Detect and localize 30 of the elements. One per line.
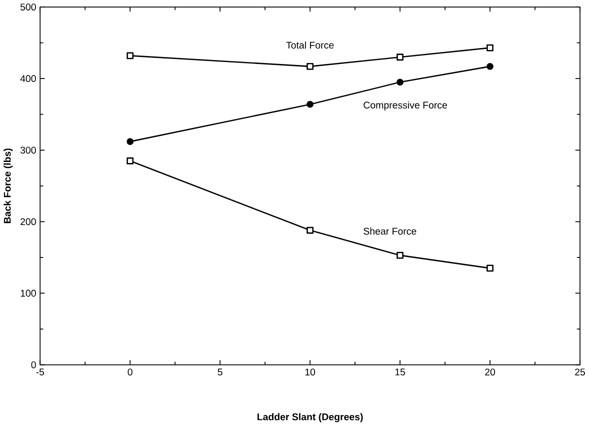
x-tick-label: 5 <box>218 368 222 376</box>
x-tick-label: 10 <box>305 368 316 376</box>
y-axis-title: Back Force (lbs) <box>4 148 13 224</box>
point <box>306 63 314 70</box>
y-tick-label: 0 <box>31 361 36 368</box>
point <box>486 44 494 52</box>
y-tick-label: 500 <box>20 4 36 11</box>
point <box>126 138 134 146</box>
point <box>306 226 314 234</box>
x-tick-label: 0 <box>128 368 132 376</box>
point <box>126 157 134 164</box>
point <box>126 52 134 60</box>
point <box>396 54 404 61</box>
x-tick-label: -5 <box>36 368 44 376</box>
point <box>486 264 494 272</box>
point <box>486 63 494 70</box>
x-tick-label: 25 <box>575 368 585 376</box>
series-label: Total Force <box>286 42 334 49</box>
point <box>396 78 404 86</box>
series-label: Compressive Force <box>364 101 447 111</box>
point <box>396 252 404 259</box>
y-tick-label: 100 <box>20 290 36 297</box>
x-tick-label: 15 <box>395 368 406 376</box>
x-axis-title: Ladder Slant (Degrees) <box>257 413 363 422</box>
y-tick-label: 400 <box>20 75 36 82</box>
series-label: Shear Force <box>364 228 416 235</box>
y-tick-label: 200 <box>20 218 36 226</box>
point <box>306 100 314 108</box>
y-tick-label: 300 <box>20 146 36 154</box>
x-tick-label: 20 <box>485 368 496 376</box>
